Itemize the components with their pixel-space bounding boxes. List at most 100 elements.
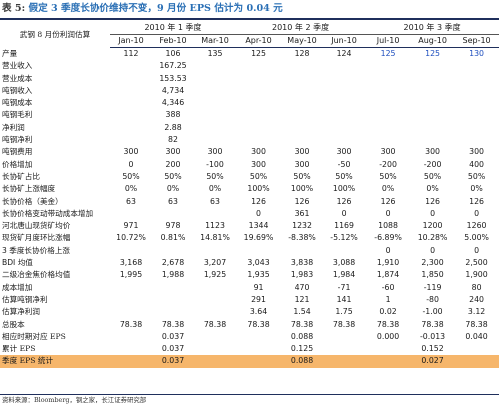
table-cell: 130 [469,49,485,58]
top-rule [0,18,499,20]
table-cell: 78.38 [376,319,400,329]
table-cell: 1344 [248,221,269,231]
source-note: 资料来源：Bloomberg，钢之家，长江证券研究部 [2,396,147,404]
table-cell: -60 [381,282,395,292]
header-row-groups: 武钢 8 月份利润估算 2010 年 1 季度 2010 年 2 季度 2010… [0,21,499,39]
row-label: 长协矿占比 [2,171,40,181]
table-cell: 1088 [378,221,398,231]
table-cell [236,245,281,257]
table-row: 相应时期对应 EPS 0.037 0.088 0.000 -0.013 0.040 [0,331,499,343]
row-label: 价格增加 [2,159,33,169]
table-cell: 978 [165,221,181,231]
row-label: 季度 EPS 统计 [0,355,110,368]
table-cell: 63 [126,196,136,206]
row-label: 产量 [2,48,18,58]
table-cell: 3,207 [203,258,227,268]
table-cell: 141 [336,294,352,304]
table-cell: 0.037 [161,331,185,341]
table-cell: 50% [293,171,311,181]
table-cell [365,355,412,368]
table-cell: 2,300 [421,258,444,268]
table-cell: 0.040 [465,331,488,341]
table-cell [236,73,281,85]
table-cell [236,343,281,355]
table-row: 营业成本 153.53 [0,73,499,85]
table-cell: -0.013 [419,331,446,341]
table-cell: 112 [123,49,139,58]
table-row: 长协矿上涨幅度 0% 0% 0% 100% 100% 100% 0% 0% 0% [0,183,499,195]
table-cell: 128 [294,49,310,58]
table-cell: 78.38 [465,319,488,329]
table-row: 价格增加 0 200 -100 300 300 -50 -200 -200 400 [0,159,499,171]
table-cell [236,134,281,146]
table-cell: 0 [474,208,480,218]
table-cell: -80 [426,294,439,304]
table-cell [110,73,152,85]
row-label: 河北唐山现货矿均价 [2,221,71,231]
table-cell [323,355,366,368]
table-cell: 1,925 [203,270,227,280]
table-cell [194,294,236,306]
table-row: 长协价格（美金） 63 63 63 126 126 126 126 126 126 [0,196,499,208]
table-cell [281,122,323,134]
table-cell: 300 [294,159,310,169]
table-cell [323,122,365,134]
table-cell [323,331,365,343]
table-cell: 1,995 [119,270,143,280]
table-cell: 50% [423,171,442,181]
table-cell: 125 [425,49,440,58]
month-header: Mar-10 [194,34,237,48]
table-cell: 126 [251,196,266,206]
table-cell: 126 [336,196,352,206]
table-cell: 100% [290,184,314,194]
table-cell: 1,988 [161,270,185,280]
table-cell: 0 [128,159,134,169]
row-label: 吨钢净利 [2,135,33,145]
table-cell [323,134,365,146]
table-row: 季度 EPS 统计 0.037 0.088 0.027 [0,355,499,368]
table-cell [454,122,499,134]
table-cell [281,109,323,121]
table-row: 估算吨钢净利 291 121 141 1 -80 240 [0,294,499,306]
table-cell: 0 [385,245,391,255]
table-cell: 0.02 [379,307,397,317]
table-cell: 121 [294,294,310,304]
table-row: 河北唐山现货矿均价 971 978 1123 1344 1232 1169 1088 1200 1… [0,220,499,232]
table-cell [110,343,152,355]
table-cell: 125 [251,49,266,58]
table-cell [194,343,236,355]
table-cell: 1232 [292,221,312,231]
table-cell: 1 [385,294,391,304]
table-cell: 300 [251,147,266,157]
table-cell [194,208,236,220]
table-cell [454,134,499,146]
table-caption: 假定 3 季度长协价维持不变，9 月份 EPS 估计为 0.04 元 [28,3,283,14]
table-cell [194,306,236,318]
table-cell [365,134,411,146]
table-cell [236,122,281,134]
table-cell: 1200 [422,221,443,231]
group-q3: 2010 年 3 季度 [365,21,499,35]
month-header: Jan-10 [110,34,152,48]
table-cell: -200 [423,159,442,169]
table-cell [110,97,152,109]
table-cell [236,331,281,343]
table-cell [454,97,499,109]
row-label: 现货矿月度环比涨幅 [2,233,71,243]
table-cell: 1,900 [465,270,488,280]
table-cell [281,85,323,97]
table-cell: 4,734 [161,85,185,95]
month-header: Feb-10 [152,34,194,48]
table-cell [236,60,281,72]
table-cell: 0 [430,245,436,255]
row-label: 长协价格变动带动成本增加 [2,208,94,218]
table-cell [365,122,411,134]
table-cell: 106 [165,49,181,58]
table-cell [110,282,152,294]
row-label: 净利润 [2,122,25,132]
row-label: 累计 EPS [2,344,36,354]
table-cell: 5.00% [464,233,489,243]
table-cell: 78.38 [119,319,143,329]
table-cell: 240 [469,294,485,304]
table-cell [323,60,365,72]
